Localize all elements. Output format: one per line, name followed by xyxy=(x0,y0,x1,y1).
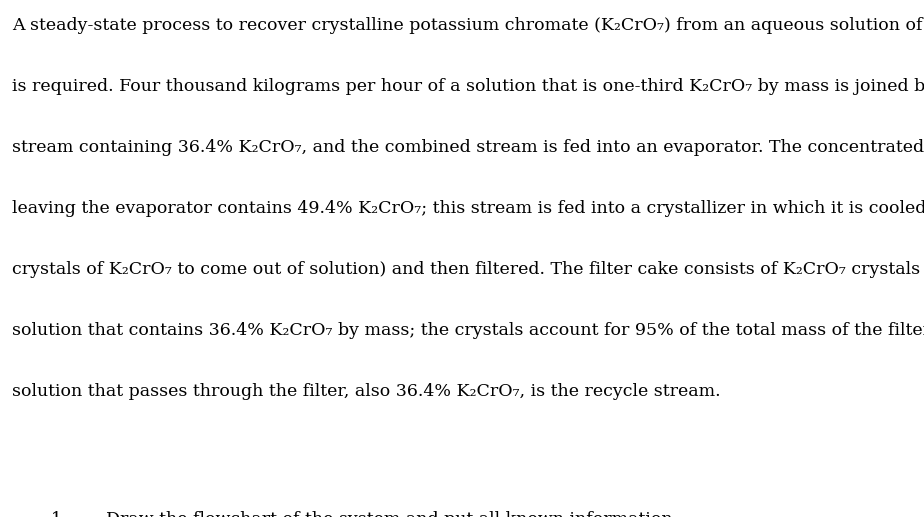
Text: is required. Four thousand kilograms per hour of a solution that is one-third K₂: is required. Four thousand kilograms per… xyxy=(12,78,924,95)
Text: crystals of K₂CrO₇ to come out of solution) and then filtered. The filter cake c: crystals of K₂CrO₇ to come out of soluti… xyxy=(12,261,924,278)
Text: solution that contains 36.4% K₂CrO₇ by mass; the crystals account for 95% of the: solution that contains 36.4% K₂CrO₇ by m… xyxy=(12,322,924,339)
Text: 1-: 1- xyxy=(51,511,67,517)
Text: solution that passes through the filter, also 36.4% K₂CrO₇, is the recycle strea: solution that passes through the filter,… xyxy=(12,383,721,400)
Text: stream containing 36.4% K₂CrO₇, and the combined stream is fed into an evaporato: stream containing 36.4% K₂CrO₇, and the … xyxy=(12,139,924,156)
Text: leaving the evaporator contains 49.4% K₂CrO₇; this stream is fed into a crystall: leaving the evaporator contains 49.4% K₂… xyxy=(12,200,924,217)
Text: A steady-state process to recover crystalline potassium chromate (K₂CrO₇) from a: A steady-state process to recover crysta… xyxy=(12,17,924,34)
Text: Draw the flowchart of the system and put all known information.: Draw the flowchart of the system and put… xyxy=(106,511,678,517)
